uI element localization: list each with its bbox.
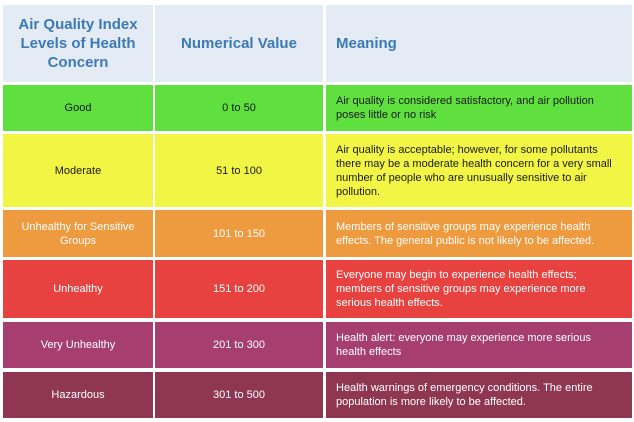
meaning-cell: Air quality is acceptable; however, for … — [326, 134, 632, 207]
meaning-cell: Members of sensitive groups may experien… — [326, 210, 632, 257]
level-cell: Hazardous — [3, 372, 153, 418]
range-cell: 301 to 500 — [155, 372, 323, 418]
level-cell: Unhealthy — [3, 260, 153, 318]
meaning-cell: Health alert: everyone may experience mo… — [326, 322, 632, 368]
level-cell: Moderate — [3, 134, 153, 207]
range-cell: 101 to 150 — [155, 210, 323, 257]
meaning-cell: Everyone may begin to experience health … — [326, 260, 632, 318]
level-cell: Unhealthy for Sensitive Groups — [3, 210, 153, 257]
range-cell: 151 to 200 — [155, 260, 323, 318]
header-cell: Air Quality Index Levels of Health Conce… — [3, 5, 153, 82]
meaning-cell: Health warnings of emergency conditions.… — [326, 372, 632, 418]
header-cell: Numerical Value — [155, 5, 323, 82]
range-cell: 0 to 50 — [155, 85, 323, 131]
level-cell: Very Unhealthy — [3, 322, 153, 368]
range-cell: 51 to 100 — [155, 134, 323, 207]
level-cell: Good — [3, 85, 153, 131]
meaning-cell: Air quality is considered satisfactory, … — [326, 85, 632, 131]
range-cell: 201 to 300 — [155, 322, 323, 368]
header-cell: Meaning — [326, 5, 632, 82]
